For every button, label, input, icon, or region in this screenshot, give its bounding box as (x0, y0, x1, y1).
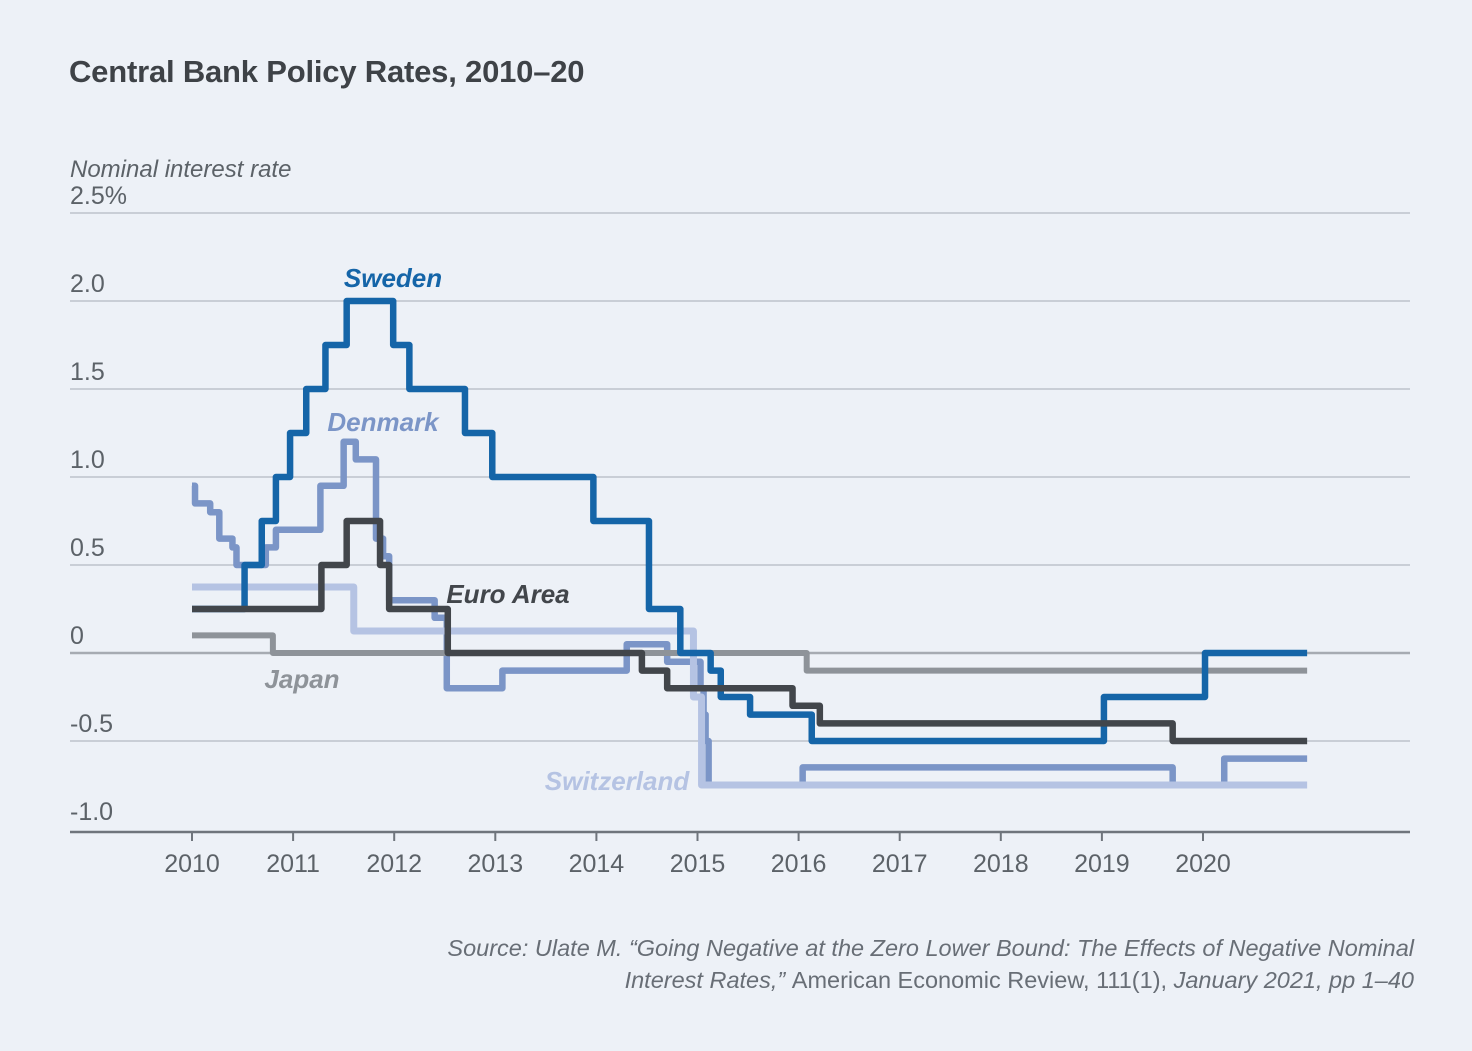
y-axis-title: Nominal interest rate (70, 156, 292, 183)
x-tick-label: 2014 (569, 850, 625, 878)
source-line-1: Source: Ulate M. “Going Negative at the … (447, 935, 1414, 961)
source-citation: Source: Ulate M. “Going Negative at the … (447, 932, 1414, 996)
journal-name: American Economic Review, 111(1), (791, 967, 1174, 993)
denmark-label: Denmark (327, 407, 440, 437)
source-text-segment: January 2021, pp 1–40 (1173, 967, 1414, 993)
y-tick-label: 0 (70, 622, 84, 650)
x-tick-label: 2016 (771, 850, 827, 878)
y-tick-label: -1.0 (70, 798, 113, 826)
sweden-label: Sweden (344, 263, 442, 293)
x-tick-label: 2010 (164, 850, 220, 878)
japan-label: Japan (264, 664, 339, 694)
y-tick-label: 2.0 (70, 270, 105, 298)
switzerland-line (192, 583, 1308, 789)
source-line-2: Interest Rates,” American Economic Revie… (447, 964, 1414, 996)
y-tick-label: 1.5 (70, 358, 105, 386)
y-tick-label: 2.5% (70, 182, 127, 210)
x-tick-label: 2020 (1175, 850, 1231, 878)
y-tick-label: -0.5 (70, 710, 113, 738)
x-tick-label: 2011 (266, 850, 320, 878)
x-tick-label: 2015 (670, 850, 726, 878)
y-tick-label: 1.0 (70, 446, 105, 474)
euro-area-label: Euro Area (446, 579, 569, 609)
x-tick-label: 2018 (973, 850, 1029, 878)
switzerland-label: Switzerland (545, 766, 691, 796)
source-text-segment: Interest Rates,” (624, 967, 792, 993)
x-tick-label: 2017 (872, 850, 928, 878)
x-tick-label: 2012 (366, 850, 422, 878)
chart-title: Central Bank Policy Rates, 2010–20 (69, 54, 585, 89)
euro-area-line (192, 517, 1308, 745)
denmark-line (191, 438, 1308, 789)
x-tick-label: 2019 (1074, 850, 1130, 878)
x-tick-label: 2013 (467, 850, 523, 878)
y-tick-label: 0.5 (70, 534, 105, 562)
sweden-line (192, 297, 1308, 745)
